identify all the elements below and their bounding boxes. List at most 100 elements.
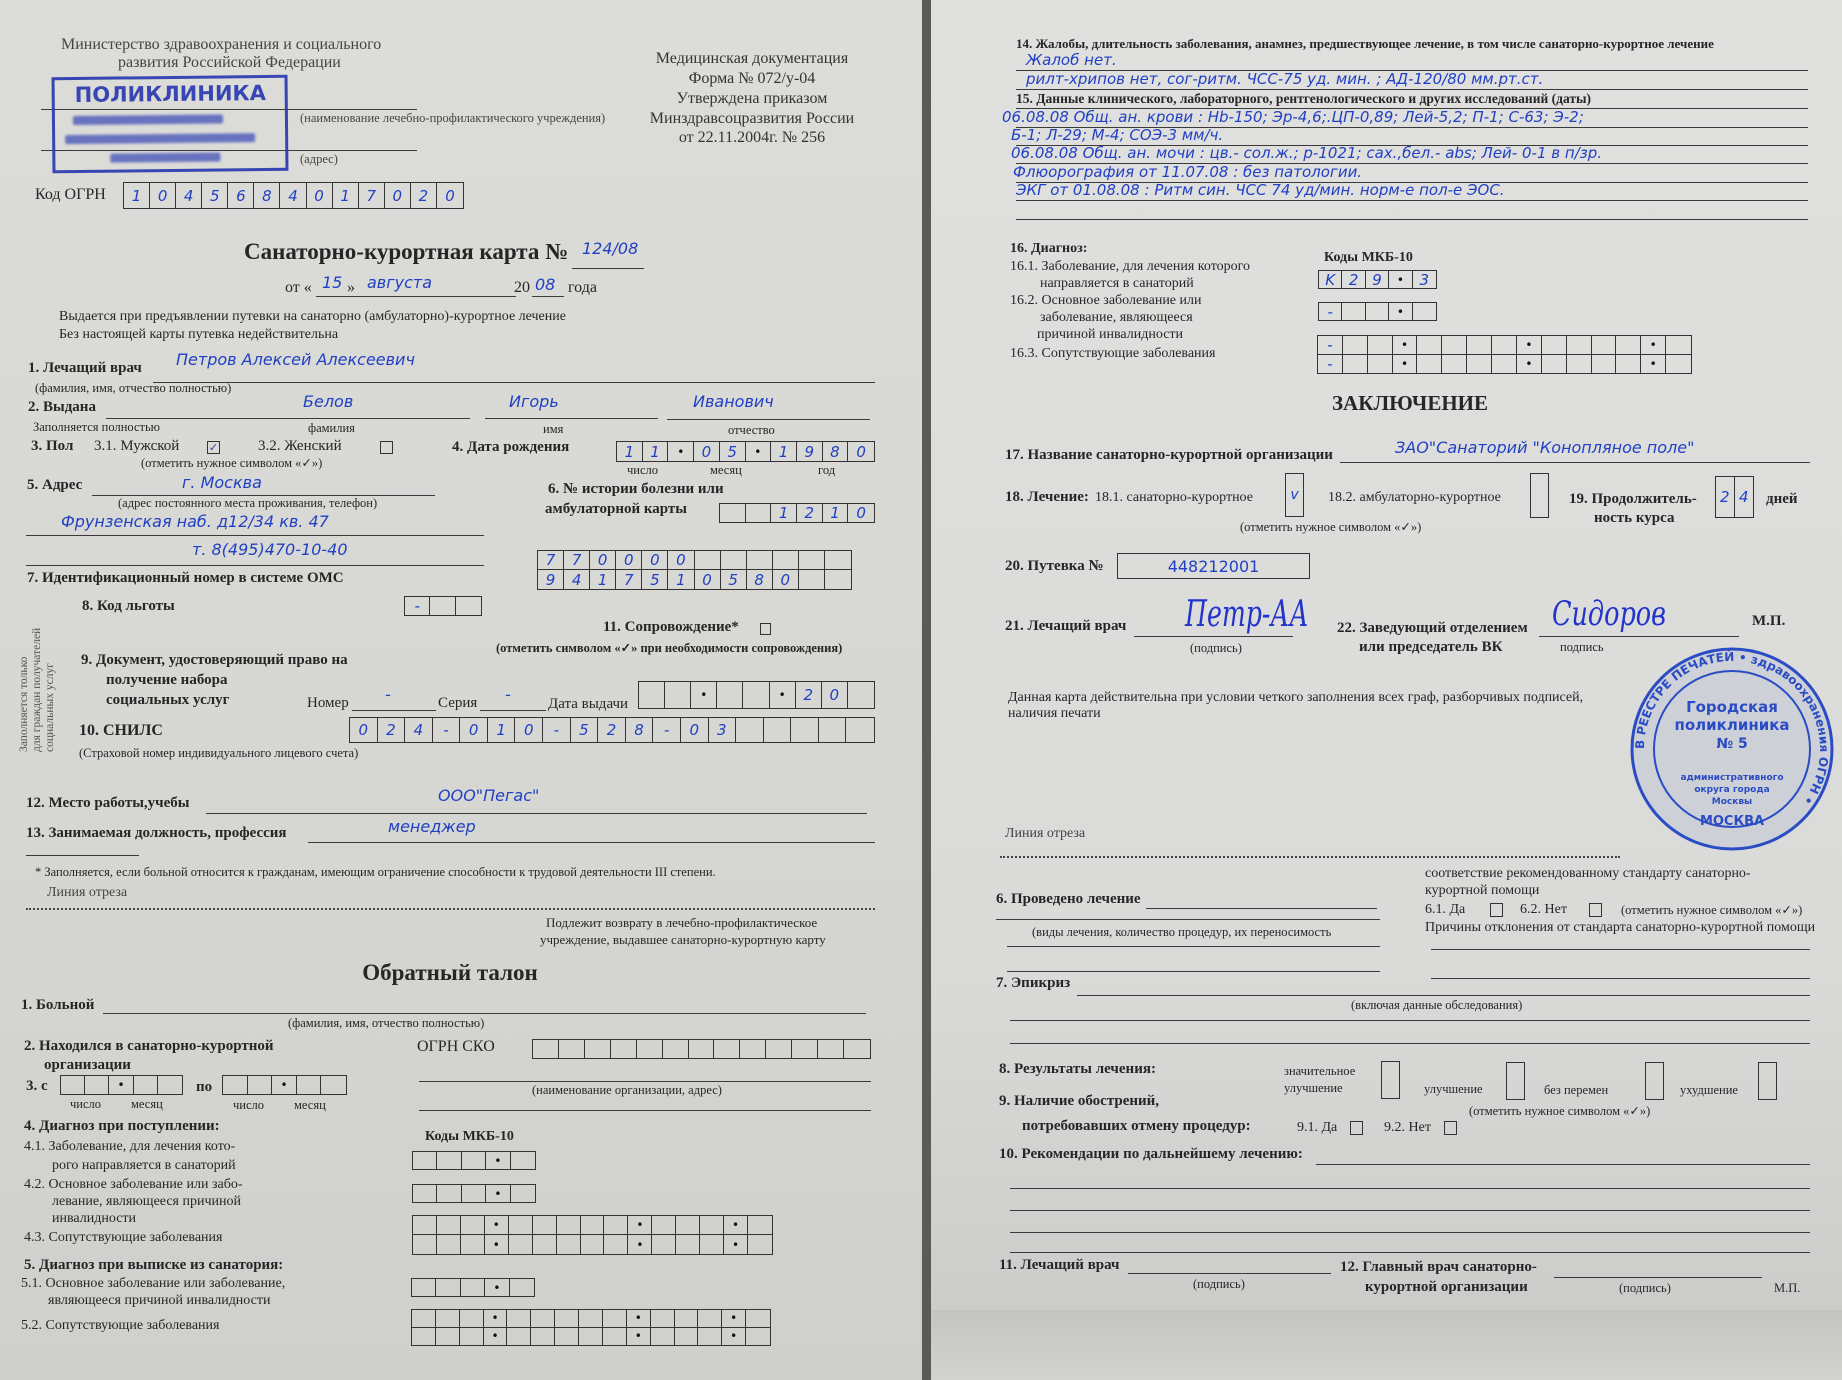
grid-cell: 7 (616, 570, 643, 589)
seal-lower-1: административного (1680, 773, 1783, 783)
standard-no-label: 6.2. Нет (1520, 902, 1567, 917)
grid-cell (652, 1216, 677, 1235)
grid-cell: 8 (626, 718, 654, 742)
date-line (316, 296, 516, 297)
course-duration-label-1: 19. Продолжитель- (1569, 491, 1697, 507)
grid-cell: • (722, 1310, 747, 1328)
position-label: 13. Занимаемая должность, профессия (26, 825, 287, 841)
grid-cell: 5 (642, 570, 669, 589)
grid-cell (611, 1040, 637, 1058)
grid-cell: - (653, 718, 681, 742)
results-mark-caption: (отметить нужное символом «✓») (1469, 1104, 1651, 1118)
org-name-line (419, 1081, 871, 1082)
grid-cell: 4 (176, 183, 203, 208)
rule (1016, 127, 1808, 128)
grid-cell: 5 (202, 183, 229, 208)
grid-cell: 4 (405, 718, 433, 742)
grid-cell (462, 1185, 487, 1202)
snils-caption: (Страховой номер индивидуального лицевог… (79, 746, 359, 760)
results-label: 8. Результаты лечения: (999, 1061, 1156, 1077)
grid-cell (772, 551, 799, 570)
grid-cell (689, 1040, 715, 1058)
complaints-label: 14. Жалобы, длительность заболевания, ан… (1016, 36, 1714, 51)
attending-doctor-label: 1. Лечащий врач (28, 360, 142, 376)
grid-cell (717, 682, 744, 708)
grid-cell: K (1319, 271, 1343, 289)
grid-cell: 0 (307, 183, 333, 208)
grid-cell (430, 597, 456, 615)
grid-cell: 0 (694, 442, 720, 461)
grid-cell (1467, 336, 1493, 355)
ogrn-label: Код ОГРН (35, 186, 106, 203)
icd-codes-label: Коды МКБ-10 (425, 1129, 514, 1144)
grid-cell (532, 1216, 557, 1235)
grid-cell: 0 (668, 551, 695, 570)
diag-162-line-3: причиной инвалидности (1037, 327, 1184, 342)
patient-label: 1. Больной (21, 997, 95, 1013)
grid-cell (1666, 355, 1691, 373)
grid-cell (700, 1216, 725, 1235)
grid-cell (604, 1216, 629, 1235)
grid-cell: 7 (538, 551, 565, 570)
grid-cell: 4 (280, 183, 307, 208)
grid-cell (1591, 336, 1617, 355)
grid-cell: 0 (445, 186, 455, 205)
grid-cell: • (483, 1310, 508, 1328)
grid-cell (846, 718, 874, 742)
grid-cell: 1 (590, 570, 617, 589)
grid-cell: 0 (642, 551, 669, 570)
grid-cell (819, 718, 847, 742)
rule (1016, 145, 1808, 146)
grid-cell: 2 (411, 183, 437, 208)
birth-year-caption: год (818, 463, 836, 477)
ogrn-sko-label: ОГРН СКО (417, 1038, 495, 1055)
grid-cell: - (1319, 303, 1343, 321)
deviation-label: Причины отклонения от стандарта санаторн… (1425, 920, 1816, 935)
result-significant-box (1381, 1061, 1400, 1099)
treatment-done-label: 6. Проведено лечение (996, 891, 1141, 907)
diagnosis-label: 16. Диагноз: (1010, 241, 1088, 256)
chief-doctor-line (1554, 1277, 1762, 1278)
voucher-label: 20. Путевка № (1005, 558, 1104, 574)
grid-cell (85, 1076, 110, 1094)
diag-42-cells: • (412, 1184, 536, 1203)
grid-cell: • (1392, 336, 1418, 355)
grid-cell: - (1318, 355, 1343, 373)
grid-cell: • (770, 682, 796, 708)
complaints-line-1: Жалоб нет. (1026, 51, 1117, 69)
org-address-line (419, 1110, 871, 1111)
benefit-code-cells: - (404, 596, 482, 616)
grid-cell (297, 1076, 322, 1094)
date-suffix: года (568, 279, 597, 296)
grid-cell (436, 1216, 461, 1235)
grid-cell: 1 (124, 183, 151, 208)
grid-cell (740, 1040, 767, 1058)
exacerbation-label-1: 9. Наличие обострений, (999, 1093, 1160, 1109)
workplace-value: ООО"Пегас" (438, 786, 540, 805)
grid-cell (511, 1185, 535, 1202)
grid-cell: 0 (515, 718, 544, 742)
treatment-label: 18. Лечение: (1005, 489, 1089, 505)
org-name-caption: (наименование организации, адрес) (532, 1083, 722, 1097)
grid-cell (459, 1310, 484, 1328)
grid-cell: 0 (150, 183, 177, 208)
grid-cell (1367, 336, 1393, 355)
grid-cell (799, 570, 825, 589)
grid-cell (158, 1076, 182, 1094)
standard-yes-checkbox (1490, 903, 1503, 917)
treatment-caption: (отметить нужное символом «✓») (1240, 520, 1422, 534)
address-phone: т. 8(495)470-10-40 (192, 540, 348, 559)
grid-cell: • (1393, 355, 1418, 373)
address-caption-residence: (адрес постоянного места проживания, тел… (118, 496, 378, 510)
grid-cell (700, 1235, 725, 1254)
grid-cell: 2 (797, 504, 823, 522)
card-number-line (572, 268, 644, 269)
form-header-3: Утверждена приказом (676, 90, 828, 107)
return-coupon-title: Обратный талон (362, 960, 538, 985)
rule (1077, 995, 1810, 996)
diag-42-line-1: 4.2. Основное заболевание или забо- (24, 1177, 243, 1192)
sex-label: 3. Пол (31, 438, 74, 454)
return-note-1: Подлежит возврату в лечебно-профилактиче… (546, 915, 818, 930)
stamp-line-blurred (65, 133, 256, 145)
clinic-stamp: ПОЛИКЛИНИКА (51, 74, 289, 174)
